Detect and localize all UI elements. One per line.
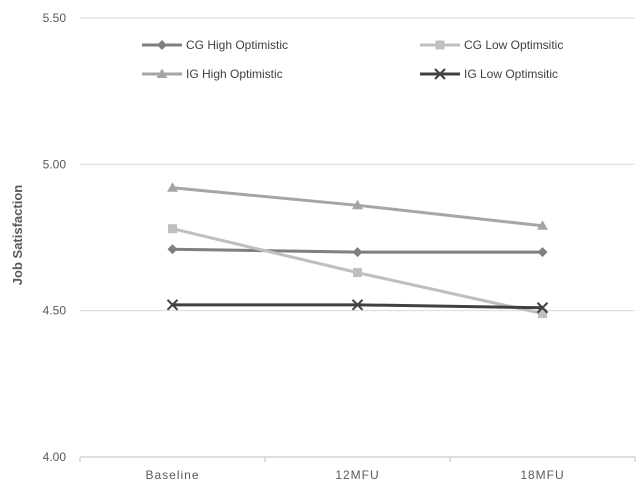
legend-item: CG Low Optimsitic [420,38,563,52]
x-tick-label: 12MFU [335,468,379,482]
series [167,182,548,230]
legend-label: CG Low Optimsitic [464,38,563,52]
y-axis-label: Job Satisfaction [10,185,25,285]
data-point [167,182,178,192]
data-point [166,299,179,311]
gridlines [80,17,635,458]
data-point [538,309,547,319]
legend-label: CG High Optimistic [186,38,288,52]
legend-label: IG Low Optimsitic [464,67,558,81]
series [167,244,548,258]
data-point [157,40,167,50]
legend-label: IG High Optimistic [186,67,283,81]
legend-item: IG Low Optimsitic [420,67,558,81]
legend: CG High Optimistic CG Low Optimsitic IG Hi… [142,38,563,81]
data-point [167,244,178,255]
y-tick-label: 5.00 [43,157,67,171]
x-tick-label: 18MFU [520,468,564,482]
data-point [537,247,548,258]
data-point [353,268,362,278]
data-point [434,68,446,80]
x-axis-ticks: Baseline 12MFU 18MFU [79,457,636,482]
legend-item: CG High Optimistic [142,38,288,52]
data-point [168,224,177,234]
y-tick-label: 4.00 [43,450,67,464]
series [168,224,547,319]
data-point [352,199,363,210]
data-point [351,299,364,311]
x-tick-label: Baseline [145,468,199,482]
data-point [536,302,549,314]
y-tick-label: 4.50 [43,304,67,318]
data-point [537,220,548,230]
series [166,299,549,314]
y-axis-ticks: 4.00 4.50 5.00 5.50 [43,11,67,464]
legend-item: IG High Optimistic [142,67,283,81]
data-point [435,40,445,50]
data-point [156,68,168,78]
data-point [352,247,363,258]
series-group [166,182,549,319]
y-tick-label: 5.50 [43,11,67,25]
